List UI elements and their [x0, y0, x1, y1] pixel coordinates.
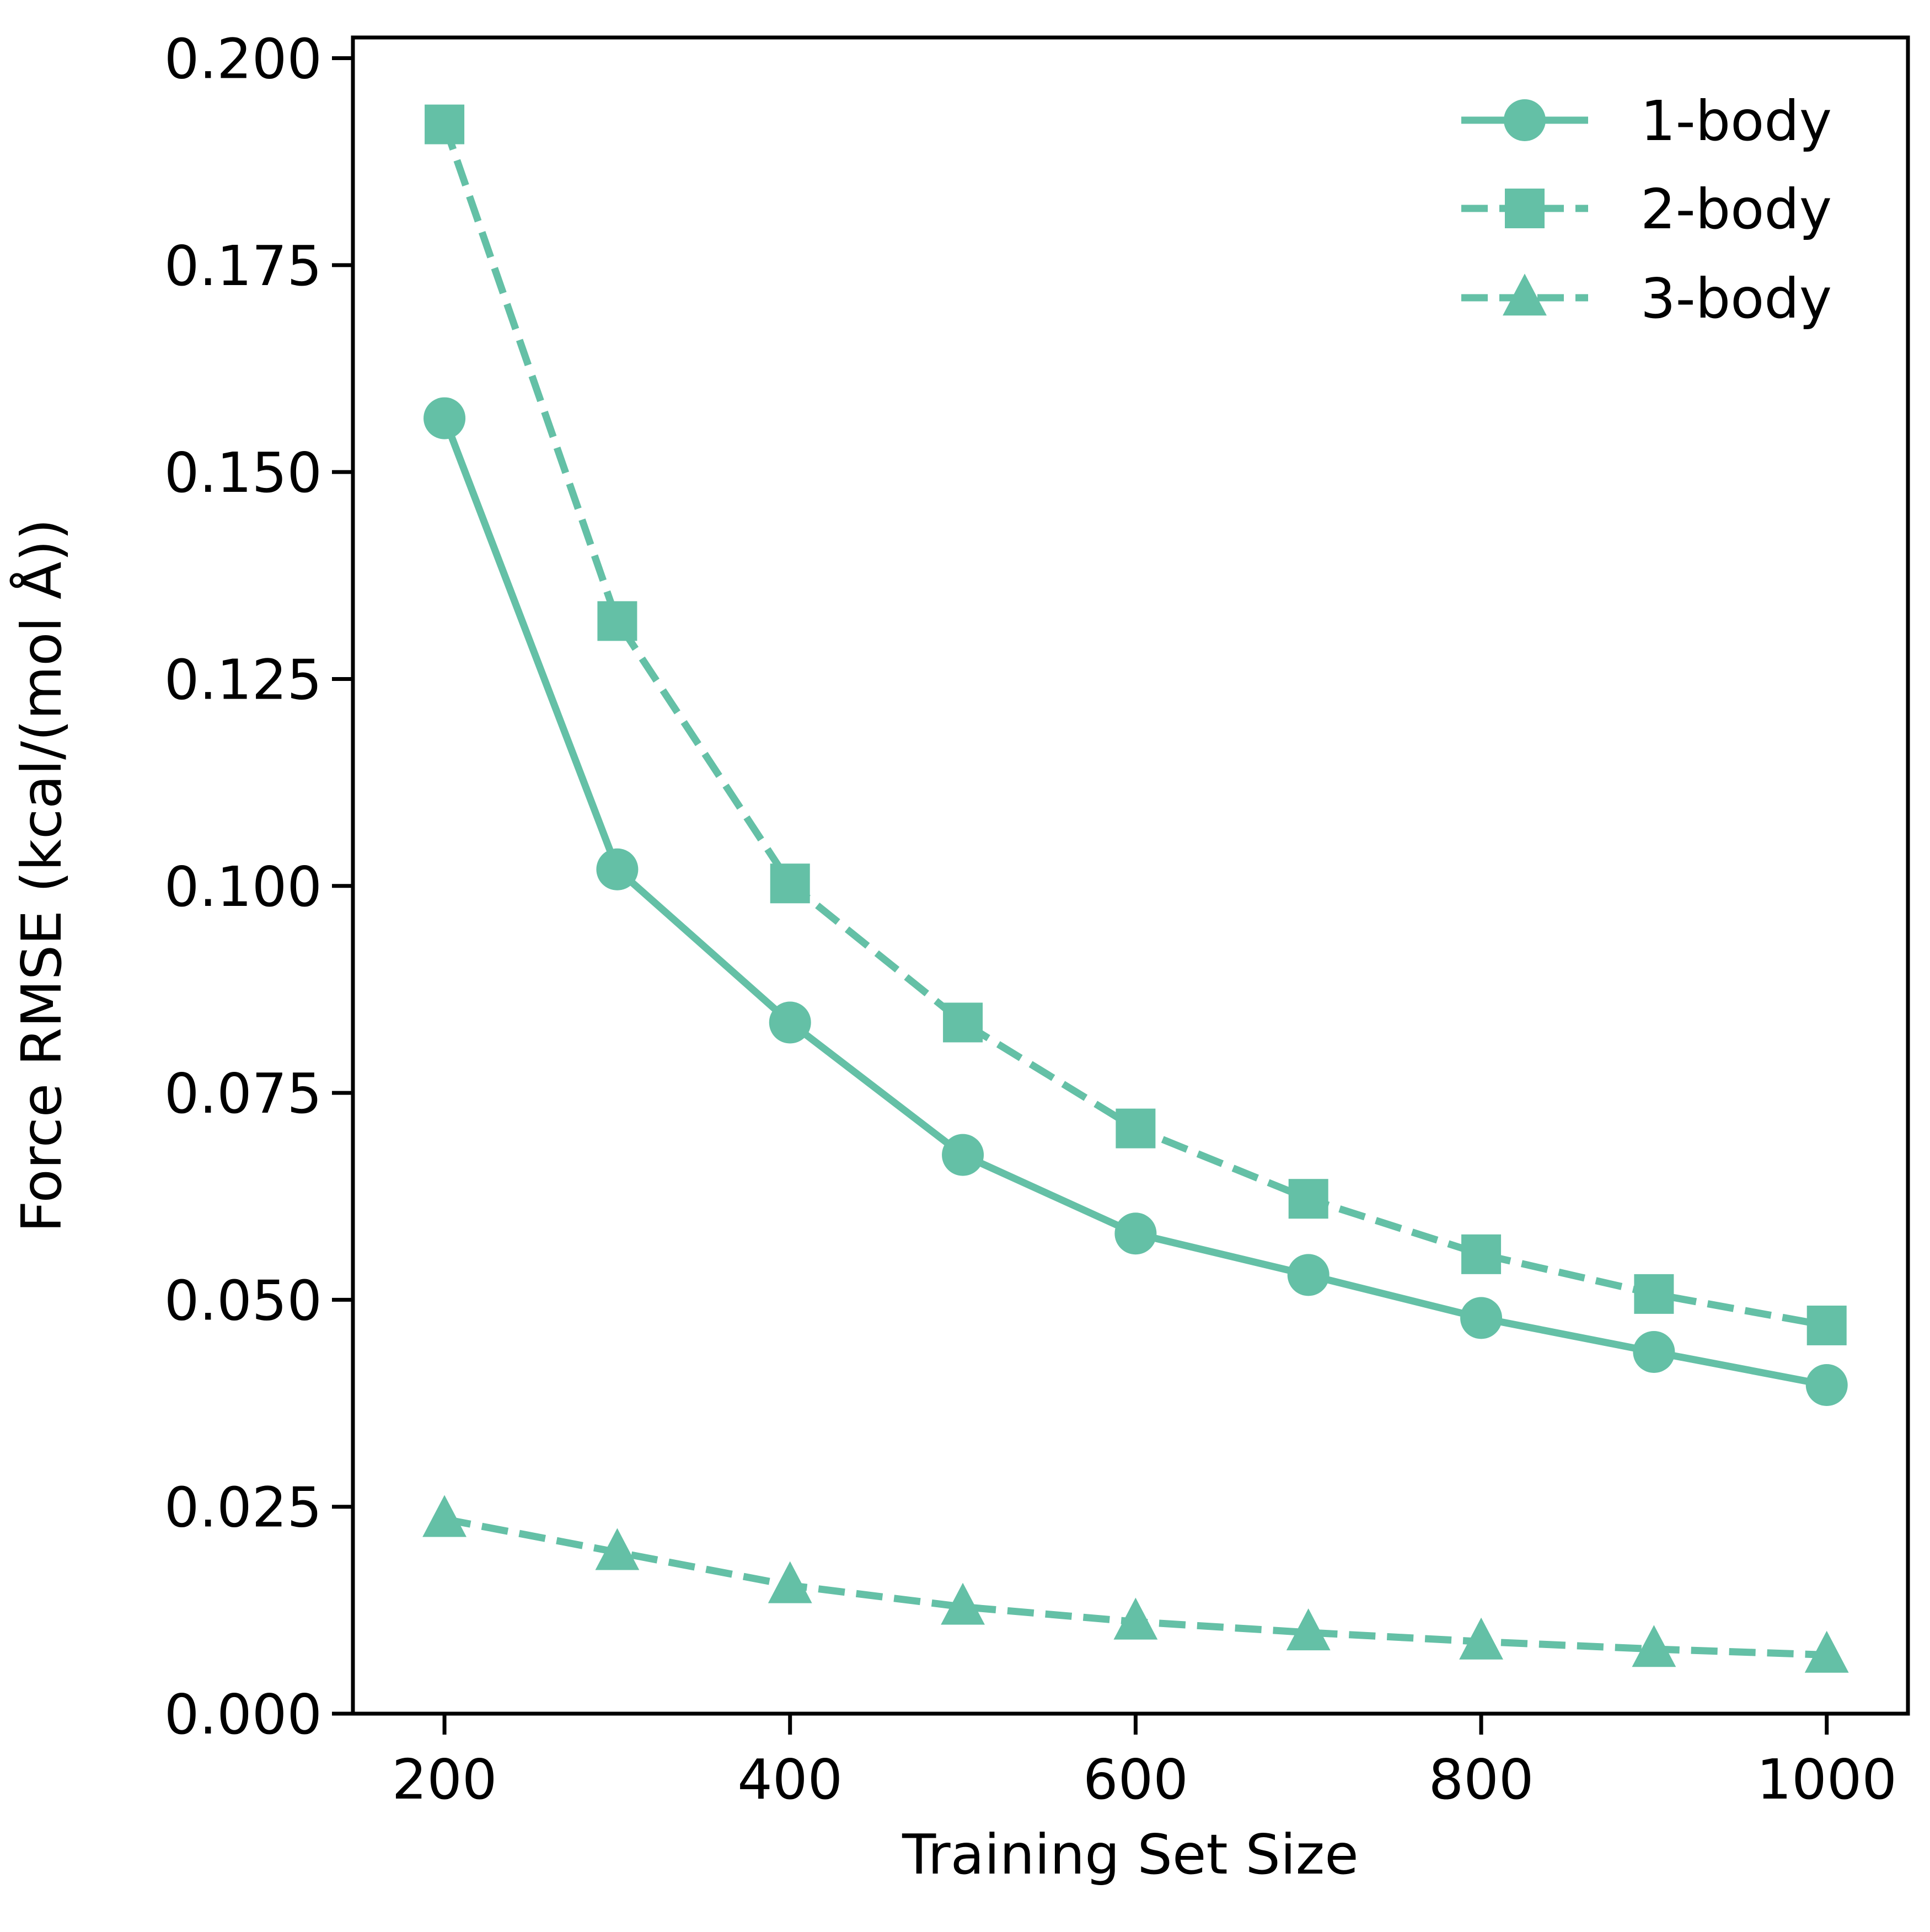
- y-tick-label: 0.200: [164, 27, 322, 92]
- series-3-point: [1113, 1597, 1158, 1640]
- x-tick-label: 800: [1429, 1747, 1534, 1812]
- y-axis-label: Force RMSE (kcal/(mol Å)): [9, 519, 74, 1233]
- legend-marker-3: [1503, 273, 1547, 316]
- series-1-point: [1460, 1297, 1503, 1339]
- y-tick-label: 0.150: [164, 441, 322, 505]
- series-1-point: [1287, 1254, 1329, 1296]
- y-tick-label: 0.075: [164, 1061, 322, 1126]
- y-tick-label: 0.025: [164, 1475, 322, 1540]
- legend-label-3: 3-body: [1640, 266, 1832, 331]
- series-2-point: [1288, 1179, 1328, 1219]
- series-3-point: [1804, 1630, 1849, 1673]
- x-tick-label: 1000: [1756, 1747, 1897, 1812]
- series-1-point: [769, 1001, 811, 1044]
- series-3-point: [1632, 1625, 1676, 1667]
- series-2-point: [1634, 1274, 1674, 1314]
- legend-marker-1: [1504, 99, 1546, 141]
- series-2-point: [943, 1002, 983, 1043]
- series-1-point: [1114, 1212, 1157, 1255]
- x-tick-label: 400: [737, 1747, 843, 1812]
- plot-area: [422, 104, 1849, 1673]
- series-1-point: [423, 397, 466, 439]
- series-1-point: [1805, 1364, 1848, 1407]
- legend-marker-2: [1505, 189, 1545, 228]
- series-3-point: [1459, 1617, 1503, 1660]
- series-2-point: [1461, 1234, 1502, 1274]
- series-3-point: [768, 1561, 812, 1603]
- y-tick-label: 0.050: [164, 1268, 322, 1333]
- series-2-point: [770, 863, 810, 904]
- legend-label-2: 2-body: [1640, 177, 1832, 242]
- series-3-point: [422, 1495, 467, 1537]
- x-axis-label: Training Set Size: [902, 1822, 1359, 1887]
- series-1-point: [596, 848, 639, 890]
- series-2-point: [597, 601, 637, 641]
- series-1-point: [1633, 1330, 1675, 1373]
- axes: 200 400 600 800 1000 0.000 0.025 0.050 0.075 0.10…: [164, 27, 1910, 1812]
- series-2-point: [1116, 1108, 1156, 1149]
- series-2-point: [1806, 1305, 1847, 1345]
- legend: 1-body 2-body 3-body: [1461, 89, 1832, 331]
- series-1-point: [942, 1134, 984, 1176]
- series-3-point: [595, 1528, 640, 1570]
- y-tick-label: 0.100: [164, 855, 322, 919]
- series-3-point: [941, 1582, 985, 1625]
- y-tick-label: 0.125: [164, 647, 322, 712]
- legend-label-1: 1-body: [1640, 89, 1832, 153]
- series-3-point: [1286, 1608, 1331, 1651]
- x-tick-label: 200: [392, 1747, 497, 1812]
- y-tick-label: 0.175: [164, 234, 322, 298]
- y-tick-label: 0.000: [164, 1682, 322, 1747]
- series-2-point: [425, 104, 465, 144]
- plot-frame: [351, 35, 1910, 1716]
- x-tick-label: 600: [1083, 1747, 1188, 1812]
